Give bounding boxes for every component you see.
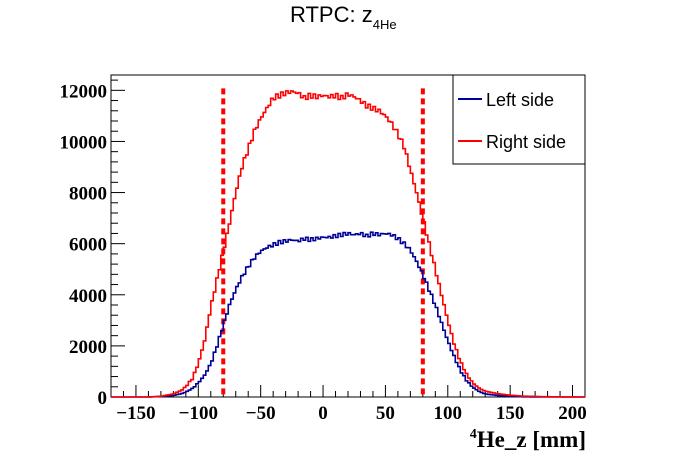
x-axis-label-superscript: 4	[470, 427, 477, 442]
x-tick-label: 150	[496, 403, 525, 424]
y-tick-label: 0	[98, 388, 108, 409]
x-tick-labels: −150 −100 −50 0 50 100 150 200	[116, 403, 586, 424]
y-tick-labels: 0 2000 4000 6000 8000 10000 12000	[60, 81, 108, 409]
legend-box	[452, 74, 586, 165]
y-tick-label: 12000	[60, 81, 108, 102]
series-line-left-side	[111, 231, 585, 398]
x-tick-label: −50	[246, 403, 276, 424]
x-tick-label: 50	[376, 403, 395, 424]
cut-lines	[221, 88, 425, 397]
chart-title: RTPC: z4He	[290, 2, 397, 32]
y-tick-label: 4000	[69, 286, 107, 307]
y-tick-label: 2000	[69, 337, 107, 358]
y-tick-label: 8000	[69, 184, 107, 205]
chart-title-subscript: 4He	[373, 17, 397, 32]
legend-label-left-side: Left side	[486, 90, 554, 110]
x-tick-label: 0	[318, 403, 328, 424]
x-axis-label: 4He_z [mm]	[470, 427, 586, 452]
x-tick-label: 100	[434, 403, 463, 424]
legend-label-right-side: Right side	[486, 132, 566, 152]
x-tick-label: −100	[179, 403, 218, 424]
x-axis-label-main: He_z [mm]	[477, 427, 586, 452]
series-line-right-side	[111, 90, 585, 398]
chart-title-main: RTPC: z	[290, 2, 373, 27]
y-tick-label: 10000	[60, 132, 108, 153]
series-lines	[111, 90, 585, 398]
legend: Left side Right side	[452, 74, 586, 165]
y-tick-label: 6000	[69, 235, 107, 256]
x-tick-label: 200	[558, 403, 587, 424]
x-tick-label: −150	[116, 403, 155, 424]
